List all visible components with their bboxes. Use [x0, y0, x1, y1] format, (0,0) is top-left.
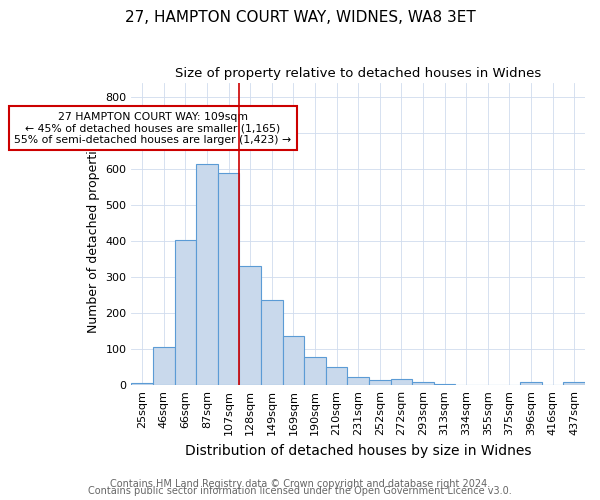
- Bar: [218, 173, 239, 385]
- Title: Size of property relative to detached houses in Widnes: Size of property relative to detached ho…: [175, 68, 541, 80]
- Bar: [196, 164, 218, 385]
- Bar: [369, 380, 391, 385]
- Bar: [131, 382, 153, 385]
- Bar: [520, 382, 542, 385]
- Bar: [153, 346, 175, 385]
- Bar: [283, 336, 304, 385]
- Bar: [563, 382, 585, 385]
- Bar: [326, 367, 347, 385]
- Bar: [412, 382, 434, 385]
- X-axis label: Distribution of detached houses by size in Widnes: Distribution of detached houses by size …: [185, 444, 532, 458]
- Text: 27, HAMPTON COURT WAY, WIDNES, WA8 3ET: 27, HAMPTON COURT WAY, WIDNES, WA8 3ET: [125, 10, 475, 25]
- Text: Contains public sector information licensed under the Open Government Licence v3: Contains public sector information licen…: [88, 486, 512, 496]
- Bar: [175, 240, 196, 385]
- Y-axis label: Number of detached properties: Number of detached properties: [87, 136, 100, 332]
- Bar: [261, 300, 283, 385]
- Bar: [434, 384, 455, 385]
- Bar: [239, 266, 261, 385]
- Text: Contains HM Land Registry data © Crown copyright and database right 2024.: Contains HM Land Registry data © Crown c…: [110, 479, 490, 489]
- Text: 27 HAMPTON COURT WAY: 109sqm
← 45% of detached houses are smaller (1,165)
55% of: 27 HAMPTON COURT WAY: 109sqm ← 45% of de…: [14, 112, 292, 145]
- Bar: [304, 357, 326, 385]
- Bar: [391, 378, 412, 385]
- Bar: [347, 376, 369, 385]
